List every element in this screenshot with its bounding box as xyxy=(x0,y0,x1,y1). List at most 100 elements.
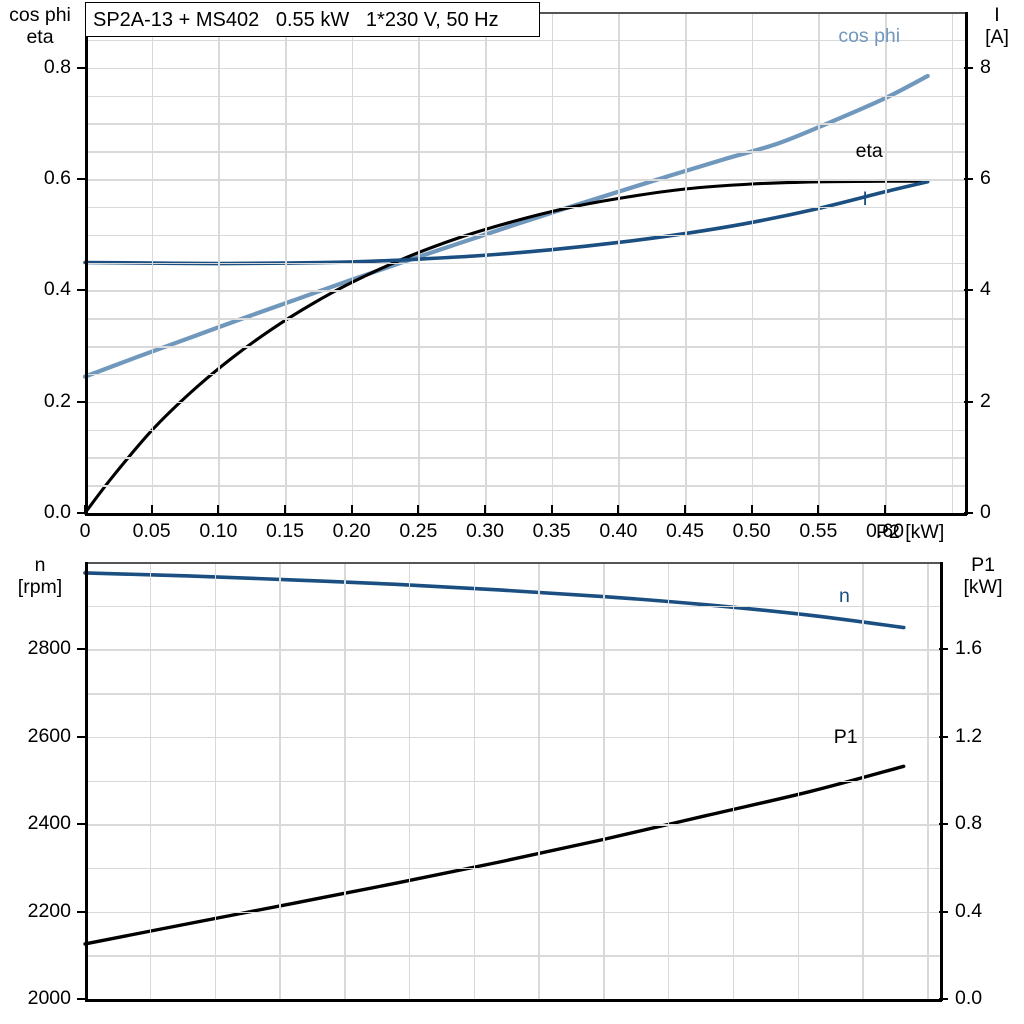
gridline-vertical xyxy=(751,12,754,513)
gridline-horizontal xyxy=(85,234,965,237)
tick-bottom xyxy=(684,505,686,514)
gridline-vertical xyxy=(732,562,735,999)
gridline-vertical xyxy=(685,12,687,513)
curve-p1 xyxy=(83,764,906,946)
gridline-vertical xyxy=(149,562,152,999)
gridline-horizontal xyxy=(85,67,965,70)
gridline-vertical xyxy=(408,562,411,999)
tick-bottom xyxy=(350,505,353,514)
axis-bottom xyxy=(85,513,967,516)
gridline-horizontal xyxy=(85,151,965,153)
tick-label-bottom: 0.05 xyxy=(132,520,171,542)
axis-title-left-top-line2: eta xyxy=(26,26,54,48)
axis-title-right-top-line1: I xyxy=(994,4,1000,26)
tick-bottom xyxy=(84,505,86,514)
gridline-vertical xyxy=(344,562,346,999)
tick-label-right: 6 xyxy=(980,167,991,189)
curve-n xyxy=(83,571,906,630)
curve-label-eta: eta xyxy=(855,140,883,163)
tick-label-right: 0.4 xyxy=(955,899,983,922)
tick-label-left: 0.0 xyxy=(43,501,71,523)
tick-label-right: 0.0 xyxy=(955,987,983,1009)
gridline-horizontal xyxy=(85,955,940,957)
curve-eta xyxy=(83,179,930,515)
axis-title-left-bottom-line2: [rpm] xyxy=(17,576,63,598)
tick-bottom xyxy=(417,505,420,514)
gridline-horizontal xyxy=(85,179,965,181)
gridline-horizontal xyxy=(85,346,965,348)
tick-label-right: 0.8 xyxy=(955,812,983,835)
gridline-vertical xyxy=(473,562,476,999)
tick-label-bottom: 0.15 xyxy=(266,520,304,542)
gridline-vertical xyxy=(951,12,954,513)
gridline-horizontal xyxy=(85,262,965,264)
axis-title-right-bottom-line2: [kW] xyxy=(963,576,1003,598)
tick-left xyxy=(77,289,86,292)
axis-title-x-top: P2 [kW] xyxy=(876,521,945,543)
tick-left xyxy=(77,735,86,738)
gridline-horizontal xyxy=(85,605,940,608)
gridline-vertical xyxy=(667,562,670,999)
gridline-vertical xyxy=(797,562,799,999)
tick-left xyxy=(77,648,86,651)
tick-left xyxy=(77,512,86,514)
tick-left xyxy=(77,66,86,69)
gridline-vertical xyxy=(885,12,887,513)
curve-layer-top xyxy=(82,73,930,515)
axis-title-left-bottom: n [rpm] xyxy=(0,554,80,598)
tick-bottom xyxy=(150,505,153,514)
gridline-vertical xyxy=(485,12,487,513)
axis-title-right-top-line2: [A] xyxy=(985,26,1009,48)
tick-bottom xyxy=(617,505,620,514)
tick-label-bottom: 0.50 xyxy=(732,520,771,542)
tick-label-right: 8 xyxy=(980,55,991,78)
tick-bottom xyxy=(817,505,820,514)
curve-label-cos-phi: cos phi xyxy=(838,25,901,48)
gridline-horizontal xyxy=(85,373,965,376)
axis-right xyxy=(965,12,968,515)
curve-cos-phi xyxy=(82,73,930,379)
tick-right xyxy=(939,910,948,913)
axis-left xyxy=(85,12,88,515)
gridline-horizontal xyxy=(85,206,965,209)
tick-label-left: 2200 xyxy=(27,899,71,922)
chart-bottom: n [rpm] P1 [kW] 2000 2200 2400 2600 2800 0.0 0… xyxy=(0,548,1024,1024)
gridline-vertical xyxy=(285,12,287,513)
gridline-horizontal xyxy=(85,95,965,97)
gridline-horizontal xyxy=(85,429,965,431)
gridline-horizontal xyxy=(85,290,965,292)
tick-left xyxy=(77,178,86,180)
axis-right xyxy=(940,562,943,1001)
gridline-vertical xyxy=(418,12,420,513)
tick-label-bottom: 0.35 xyxy=(532,520,571,542)
axis-title-right-bottom-line1: P1 xyxy=(971,554,995,576)
tick-right xyxy=(939,735,948,738)
gridline-vertical xyxy=(818,12,820,513)
tick-label-bottom: 0.10 xyxy=(199,520,238,542)
gridline-horizontal xyxy=(85,123,965,125)
axis-bottom xyxy=(85,999,942,1002)
tick-left xyxy=(77,910,86,913)
tick-label-bottom: 0.60 xyxy=(866,520,904,542)
tick-label-right: 1.6 xyxy=(955,637,983,660)
axis-title-left-top: cos phi eta xyxy=(0,4,80,48)
gridline-vertical xyxy=(214,562,217,999)
tick-right xyxy=(964,400,973,403)
tick-label-bottom: 0.20 xyxy=(332,520,371,542)
tick-label-left: 0.6 xyxy=(43,167,71,189)
gridline-horizontal xyxy=(85,485,965,487)
tick-left xyxy=(77,823,86,826)
gridline-vertical xyxy=(218,12,220,513)
gridline-vertical xyxy=(351,12,354,513)
tick-bottom xyxy=(550,505,553,514)
axis-title-left-bottom-line1: n xyxy=(34,554,46,576)
tick-label-left: 2800 xyxy=(27,637,71,660)
tick-label-left: 0.4 xyxy=(43,278,71,301)
axis-left xyxy=(85,562,88,1001)
tick-label-right: 2 xyxy=(980,389,991,412)
gridline-horizontal xyxy=(85,911,940,914)
gridline-horizontal xyxy=(85,649,940,651)
tick-right xyxy=(964,289,973,292)
tick-right xyxy=(939,823,948,826)
